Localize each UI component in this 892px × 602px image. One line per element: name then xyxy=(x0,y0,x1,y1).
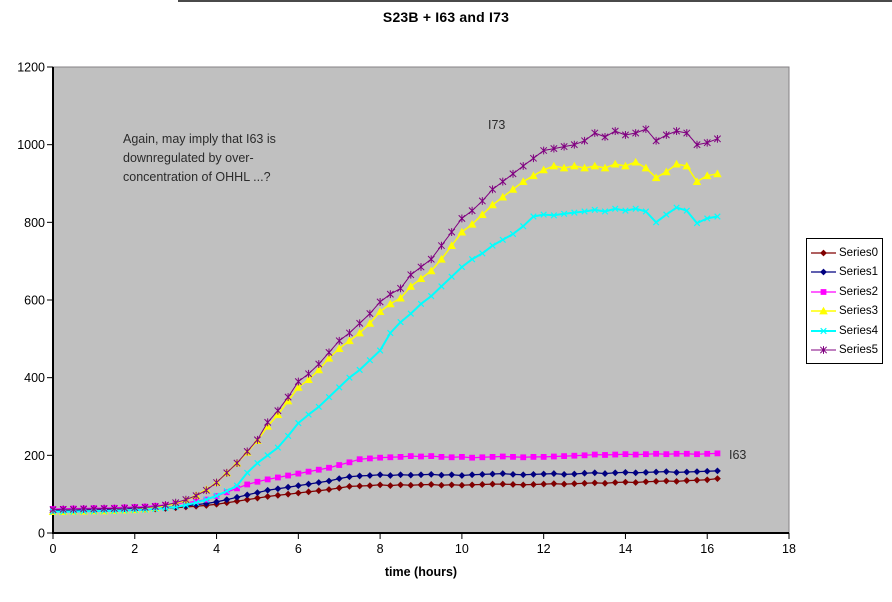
x-tick-label: 16 xyxy=(700,542,714,556)
legend-marker-triangle-icon xyxy=(811,306,836,315)
legend-label: Series3 xyxy=(839,305,878,318)
label-i73: I73 xyxy=(488,118,506,132)
legend-label: Series1 xyxy=(839,266,878,279)
x-tick-label: 8 xyxy=(377,542,384,556)
x-tick-label: 0 xyxy=(50,542,57,556)
legend-item-Series3[interactable]: Series3 xyxy=(807,302,882,322)
legend-label: Series5 xyxy=(839,344,878,357)
x-tick-label: 18 xyxy=(782,542,796,556)
x-tick-label: 10 xyxy=(455,542,469,556)
legend-item-Series4[interactable]: Series4 xyxy=(807,321,882,341)
y-tick-label: 200 xyxy=(24,449,45,463)
legend-label: Series0 xyxy=(839,246,878,259)
y-tick-label: 1200 xyxy=(17,61,45,75)
series-line-Series5 xyxy=(52,128,718,511)
label-i63: I63 xyxy=(729,448,747,462)
series-line-Series4 xyxy=(53,206,718,513)
legend-item-Series5[interactable]: Series5 xyxy=(807,341,882,361)
y-tick-label: 800 xyxy=(24,216,45,230)
window-edge-line xyxy=(178,0,892,2)
y-tick-label: 400 xyxy=(24,371,45,385)
legend-marker-x-icon xyxy=(811,327,836,334)
x-tick-label: 2 xyxy=(131,542,138,556)
y-tick-label: 0 xyxy=(38,527,45,541)
x-axis-title: time (hours) xyxy=(384,565,458,579)
legend-label: Series4 xyxy=(839,324,878,337)
annotation-text: Again, may imply that I63 is downregulat… xyxy=(123,132,276,184)
legend-marker-diamond-icon xyxy=(811,268,836,276)
legend-label: Series2 xyxy=(839,285,878,298)
x-tick-label: 4 xyxy=(213,542,220,556)
legend-item-Series1[interactable]: Series1 xyxy=(807,263,882,283)
y-tick-label: 600 xyxy=(24,294,45,308)
legend-item-Series2[interactable]: Series2 xyxy=(807,282,882,302)
chart-title: S23B + I63 and I73 xyxy=(382,9,510,25)
x-tick-label: 14 xyxy=(618,542,632,556)
series-Series5 xyxy=(49,125,721,514)
legend-marker-star-icon xyxy=(811,346,836,355)
legend-marker-diamond-icon xyxy=(811,249,836,257)
x-tick-label: 12 xyxy=(537,542,551,556)
y-tick-label: 1000 xyxy=(17,138,45,152)
legend-marker-square-icon xyxy=(811,288,836,295)
legend-item-Series0[interactable]: Series0 xyxy=(807,243,882,263)
x-tick-label: 6 xyxy=(295,542,302,556)
legend[interactable]: Series0 Series1 Series2 Series3 Series4 Serie… xyxy=(806,238,883,364)
